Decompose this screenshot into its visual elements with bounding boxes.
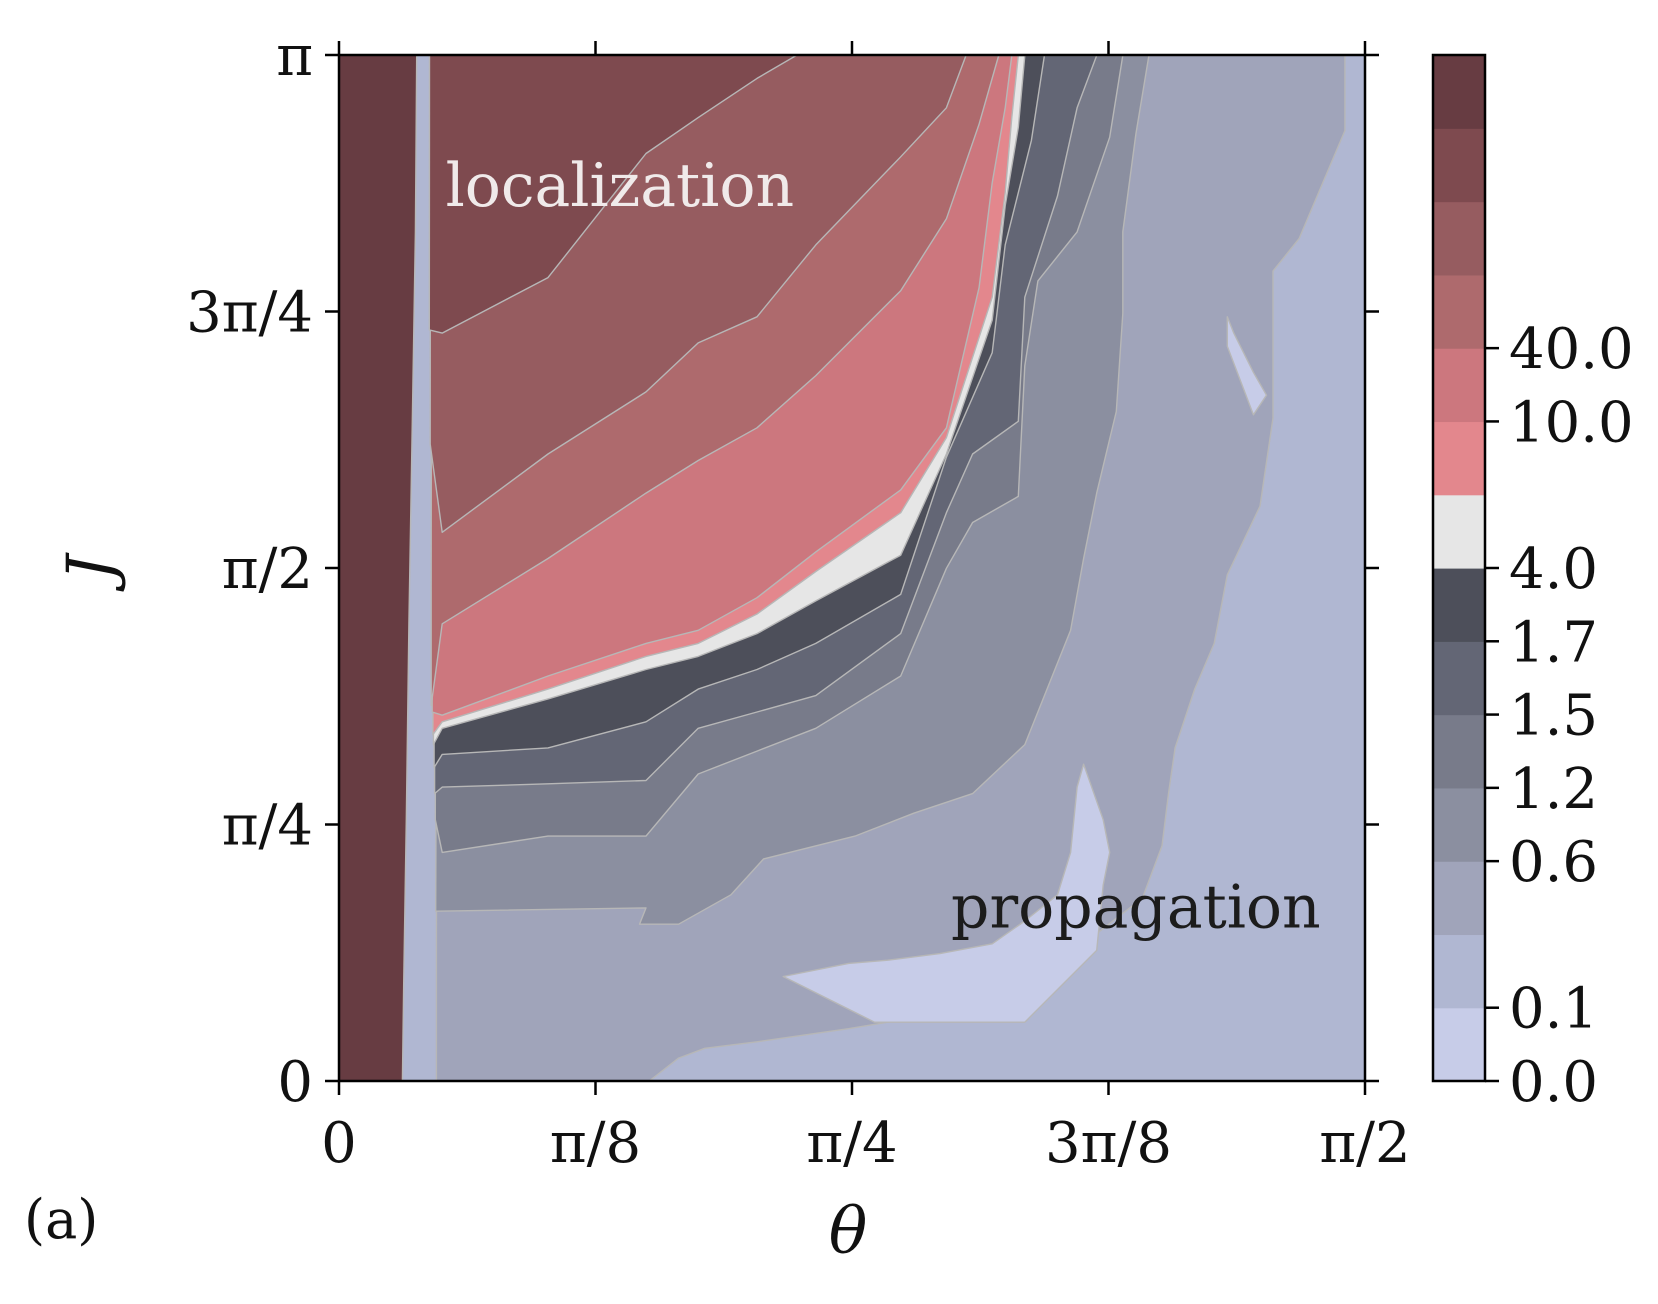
- contour-region-2: [782, 763, 1111, 1023]
- colorbar-band: [1433, 787, 1485, 862]
- x-tick-label: 3π/8: [1045, 1111, 1172, 1176]
- colorbar-band: [1433, 55, 1485, 129]
- y-tick-label: π: [276, 24, 313, 89]
- colorbar-tick-label: 1.7: [1509, 610, 1598, 675]
- colorbar-tick-label: 1.2: [1509, 757, 1598, 822]
- annotations: localization propagation: [446, 151, 1321, 943]
- colorbar-band: [1433, 494, 1485, 569]
- colorbar-band: [1433, 201, 1485, 276]
- colorbar-band: [1433, 421, 1485, 496]
- y-axis-ticks: 0 π/4 π/2 3π/4 π: [186, 24, 1379, 1115]
- colorbar-band: [1433, 934, 1485, 1009]
- annotation-propagation: propagation: [951, 873, 1321, 943]
- x-tick-label: π/8: [550, 1111, 641, 1176]
- contour-region-14: [339, 55, 418, 1081]
- x-tick-label: 0: [321, 1111, 357, 1176]
- colorbar-band: [1433, 1007, 1485, 1082]
- annotation-localization: localization: [446, 151, 795, 221]
- y-tick-label: π/2: [222, 537, 313, 602]
- y-tick-label: π/4: [222, 794, 313, 859]
- x-tick-label: π/4: [806, 1111, 897, 1176]
- contour-regions: [339, 55, 1365, 1081]
- colorbar-band: [1433, 274, 1485, 349]
- colorbar: 0.0 0.1 0.6 1.2 1.5 1.7 4.0 10.0 40.0: [1431, 53, 1634, 1115]
- colorbar-band: [1433, 861, 1485, 936]
- panel-label: (a): [24, 1188, 98, 1251]
- x-axis-label: θ: [829, 1195, 868, 1269]
- x-axis-ticks: 0 π/8 π/4 3π/8 π/2: [321, 41, 1411, 1176]
- y-tick-label: 3π/4: [186, 281, 313, 346]
- colorbar-band: [1433, 568, 1485, 642]
- colorbar-band: [1433, 641, 1485, 716]
- contour-region-13: [428, 55, 797, 334]
- colorbar-band: [1433, 348, 1485, 423]
- colorbar-tick-label: 4.0: [1509, 537, 1598, 602]
- contour-region-3: [1226, 316, 1268, 416]
- x-tick-label: π/2: [1319, 1111, 1410, 1176]
- y-axis-label: J: [54, 552, 128, 592]
- colorbar-tick-label: 10.0: [1509, 390, 1634, 455]
- colorbar-tick-label: 40.0: [1509, 317, 1634, 382]
- colorbar-band: [1433, 128, 1485, 203]
- colorbar-tick-label: 0.0: [1509, 1050, 1598, 1115]
- colorbar-tick-label: 0.1: [1509, 977, 1598, 1042]
- y-tick-label: 0: [277, 1050, 313, 1115]
- colorbar-band: [1433, 714, 1485, 789]
- colorbar-tick-label: 1.5: [1509, 684, 1598, 749]
- colorbar-tick-label: 0.6: [1509, 830, 1598, 895]
